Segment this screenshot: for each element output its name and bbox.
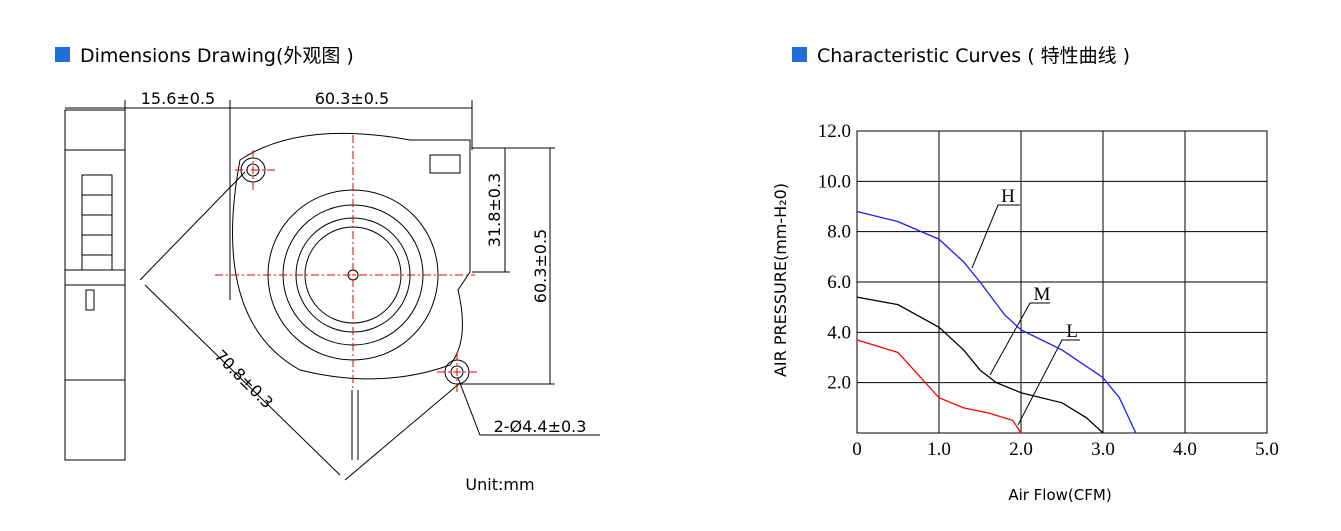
section-title: Dimensions Drawing(外观图 ) (80, 45, 354, 67)
x-tick-label: 3.0 (1091, 439, 1115, 460)
dimension-label: 60.3±0.5 (315, 89, 389, 108)
curve (856, 339, 1022, 434)
curve-label: M (1034, 284, 1051, 305)
dimension-label: 31.8±0.3 (485, 173, 504, 247)
section-title: Characteristic Curves ( 特性曲线 ) (817, 45, 1130, 67)
y-tick-label: 4.0 (827, 322, 851, 343)
dimension-label: 15.6±0.5 (141, 89, 215, 108)
dimension-label: 2-Ø4.4±0.3 (494, 417, 587, 436)
y-tick-label: 12.0 (818, 121, 851, 142)
curve-label: L (1066, 321, 1078, 342)
x-tick-label: 1.0 (927, 439, 951, 460)
x-tick-label: 2.0 (1009, 439, 1033, 460)
y-tick-label: 10.0 (818, 171, 851, 192)
dimension-label: 60.3±0.5 (531, 229, 550, 303)
curve-label: H (1001, 186, 1015, 207)
x-axis-label: Air Flow(CFM) (1008, 486, 1111, 504)
unit-label: Unit:mm (465, 475, 534, 494)
y-tick-label: 6.0 (827, 272, 851, 293)
dimension-drawing (64, 100, 600, 481)
title-marker (792, 47, 807, 62)
x-tick-label: 5.0 (1255, 439, 1279, 460)
y-axis-label: AIR PRESSURE(mm-H₂0) (771, 183, 790, 377)
dimension-label: 70.8±0.3 (211, 346, 277, 412)
x-tick-label: 0 (852, 439, 862, 460)
y-tick-label: 8.0 (827, 222, 851, 243)
curve (856, 296, 1104, 434)
curve-leaders (971, 204, 1080, 426)
x-tick-label: 4.0 (1173, 439, 1197, 460)
title-marker (55, 47, 70, 62)
curve (856, 210, 1137, 434)
y-tick-label: 2.0 (827, 373, 851, 394)
